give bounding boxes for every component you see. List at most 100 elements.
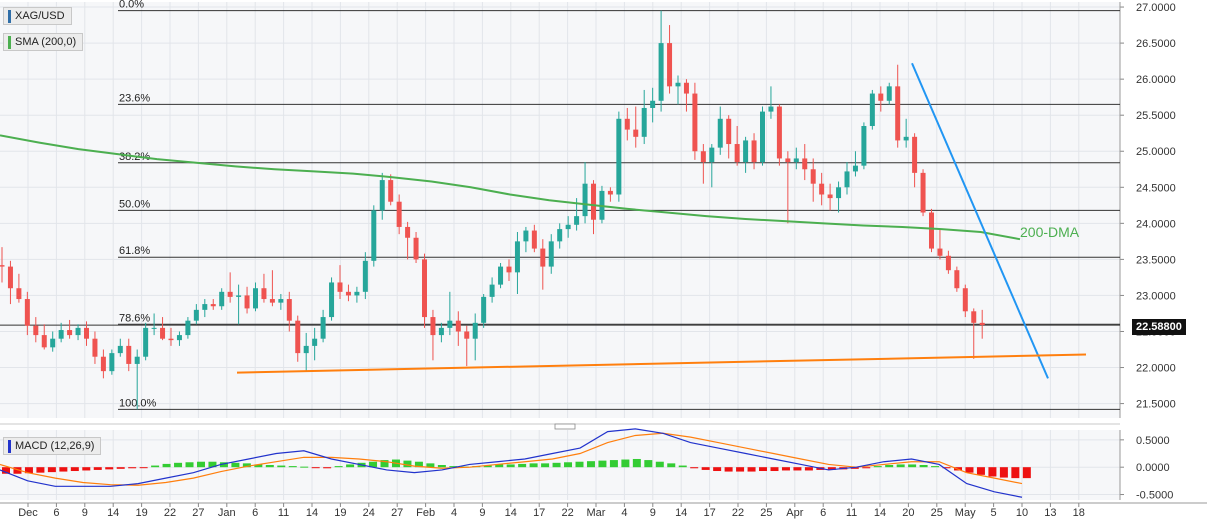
candle-down xyxy=(591,183,596,220)
fib-label: 23.6% xyxy=(119,92,150,104)
candle-down xyxy=(92,338,98,357)
macd-hist-pos xyxy=(231,462,240,468)
macd-hist-neg xyxy=(13,467,22,474)
candle-up xyxy=(717,118,723,148)
macd-hist-neg xyxy=(736,467,745,472)
candle-up xyxy=(303,345,309,354)
support-trendline xyxy=(236,353,1087,374)
macd-hist-neg xyxy=(311,467,320,469)
y-tick-label: 26.5000 xyxy=(1136,38,1176,50)
x-tick-label: 20 xyxy=(902,507,914,519)
y-tick-label: 24.0000 xyxy=(1136,218,1176,230)
candle-down xyxy=(700,151,706,163)
macd-hist-neg xyxy=(781,467,790,471)
candle-up xyxy=(498,266,504,285)
candle-down xyxy=(785,158,791,163)
macd-swatch xyxy=(8,439,11,453)
candle-down xyxy=(24,299,30,326)
candle-up xyxy=(793,158,799,163)
macd-hist-neg xyxy=(999,467,1008,478)
x-tick-label: Apr xyxy=(786,507,803,519)
x-tick-label: 19 xyxy=(135,507,147,519)
candle-down xyxy=(692,93,698,152)
candle-down xyxy=(776,106,782,159)
macd-hist-neg xyxy=(988,467,997,477)
candle-up xyxy=(176,335,182,341)
x-tick-label: 13 xyxy=(1044,507,1056,519)
candle-up xyxy=(557,229,563,242)
macd-hist-pos xyxy=(541,463,550,468)
macd-legend[interactable]: MACD (12,26,9) xyxy=(3,437,102,455)
symbol-legend[interactable]: XAG/USD xyxy=(3,7,72,25)
macd-hist-pos xyxy=(919,465,928,468)
x-tick-label: May xyxy=(955,507,976,519)
candle-up xyxy=(616,118,622,195)
macd-hist-pos xyxy=(483,465,492,468)
x-tick-label: 4 xyxy=(451,507,457,519)
macd-hist-pos xyxy=(426,463,435,468)
macd-hist-pos xyxy=(174,462,183,468)
macd-hist-pos xyxy=(380,460,389,468)
macd-hist-neg xyxy=(827,467,836,470)
macd-hist-pos xyxy=(437,465,446,468)
candle-up xyxy=(117,345,123,354)
candle-down xyxy=(607,190,613,195)
down-trendline xyxy=(911,62,1049,379)
current-price-tag: 22.58800 xyxy=(1132,319,1186,335)
candle-down xyxy=(667,43,673,87)
candle-up xyxy=(438,327,444,336)
macd-hist-pos xyxy=(242,463,251,468)
candle-down xyxy=(126,345,132,364)
fib-label: 61.8% xyxy=(119,245,150,257)
macd-hist-neg xyxy=(713,467,722,472)
candle-up xyxy=(193,309,199,321)
fib-label: 100.0% xyxy=(119,397,157,409)
macd-hist-pos xyxy=(564,462,573,468)
macd-hist-pos xyxy=(185,462,194,468)
sma-legend[interactable]: SMA (200,0) xyxy=(3,33,84,51)
macd-hist-pos xyxy=(196,461,205,468)
x-tick-label: 6 xyxy=(820,507,826,519)
macd-hist-pos xyxy=(632,458,641,468)
macd-hist-neg xyxy=(93,467,102,470)
macd-hist-neg xyxy=(942,467,951,469)
macd-hist-pos xyxy=(506,464,515,468)
candle-up xyxy=(379,180,385,211)
macd-hist-pos xyxy=(403,460,412,468)
x-tick-label: Jan xyxy=(218,507,236,519)
y-tick-label: 25.0000 xyxy=(1136,146,1176,158)
candle-down xyxy=(227,291,233,297)
dma-annotation: 200-DMA xyxy=(1020,224,1080,240)
candle-up xyxy=(565,224,571,230)
candle-up xyxy=(548,241,554,267)
macd-hist-neg xyxy=(70,467,79,472)
candle-down xyxy=(430,317,436,336)
macd-hist-pos xyxy=(346,464,355,468)
y-tick-label: 23.0000 xyxy=(1136,290,1176,302)
macd-hist-neg xyxy=(1011,467,1020,479)
x-tick-label: Mar xyxy=(587,507,606,519)
candle-up xyxy=(760,111,765,163)
candle-up xyxy=(836,187,842,199)
y-tick-label: 27.0000 xyxy=(1136,2,1176,14)
macd-hist-pos xyxy=(598,460,607,468)
symbol-label: XAG/USD xyxy=(15,10,65,22)
x-tick-label: 17 xyxy=(533,507,545,519)
macd-label: MACD (12,26,9) xyxy=(15,440,95,452)
candle-up xyxy=(709,147,715,163)
x-tick-label: 27 xyxy=(391,507,403,519)
candle-up xyxy=(869,93,875,127)
macd-hist-neg xyxy=(59,467,68,472)
candle-down xyxy=(84,327,89,339)
candle-up xyxy=(743,140,749,163)
candle-up xyxy=(236,295,242,297)
candle-down xyxy=(244,295,250,309)
candle-up xyxy=(861,126,867,166)
sma-200-line xyxy=(0,134,1021,241)
macd-line xyxy=(0,428,1023,498)
macd-hist-pos xyxy=(162,463,171,468)
macd-hist-pos xyxy=(414,461,423,468)
macd-hist-neg xyxy=(770,467,779,472)
candle-up xyxy=(371,210,377,261)
